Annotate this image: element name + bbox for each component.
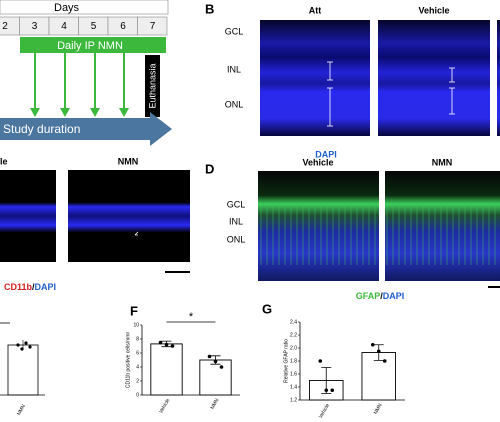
layer-label: GCL [227,199,246,209]
column-label: Vehicle [302,157,333,167]
data-point [324,388,329,393]
layer-brackets [327,61,455,127]
data-point [318,359,323,363]
layer-label: GCL [225,26,244,36]
y-tick-label: 0 [136,392,139,398]
injection-arrows [30,53,129,117]
days-header-cell [0,0,169,15]
arrow-marker [134,231,139,236]
y-tick-label: 2.0 [290,345,297,351]
cropped-chart: NMN [0,322,45,417]
bar [150,343,183,396]
y-tick-label: 1.2 [290,397,297,403]
data-point [382,359,387,363]
y-tick-label: 8 [136,336,139,342]
timeline: Days 2 3 4 5 6 7 Daily IP NMN Euthanasia Stud… [0,0,172,146]
y-axis-label: Relative GFAP ratio [283,339,289,383]
day-label: 2 [2,21,8,32]
x-tick-label: Vehicle [318,402,331,419]
y-tick-label: 2 [136,378,139,384]
stain-label: GFAP/DAPI [356,291,405,301]
charts: F CD11b positive cells/mm² 0 2 4 6 8 10 Vehicle N… [125,301,405,420]
y-tick-label: 1.8 [290,358,297,364]
y-tick-label: 6 [136,350,139,356]
panel-label: B [205,1,214,16]
data-point [170,344,175,348]
data-point [370,342,375,347]
data-point [219,365,224,369]
stain-label: DAPI [315,149,337,159]
endpoint-box [145,55,160,117]
day-row: 2 3 4 5 6 7 [0,16,168,36]
micrograph [260,20,370,136]
y-tick-label: 2.2 [290,332,297,338]
x-tick-label: NMN [373,402,384,415]
micrograph [378,20,490,136]
day-label: 6 [120,21,126,32]
day-label: 5 [91,21,97,32]
treatment-bar [20,37,166,53]
data-point [376,349,381,354]
column-label: NMN [118,156,139,166]
duration-label: Study duration [3,122,80,136]
day-cell [137,16,168,36]
data-point [207,354,212,359]
micrograph [68,170,190,262]
glial-fibers [385,205,500,265]
significance-label: * [189,311,194,323]
x-tick-label: NMN [209,397,220,410]
layer-label: ONL [227,234,246,244]
days-header: Days [54,2,80,14]
glial-fibers [258,205,379,265]
duration-arrow [0,112,172,146]
micrograph [0,170,56,262]
panel-label: G [262,301,272,316]
y-tick-label: 1.4 [290,384,297,390]
y-tick-label: 10 [133,322,139,328]
bar-chart: G Relative GFAP ratio 1.2 1.4 1.6 1.8 2.0 2.2 2.… [262,301,405,420]
column-label: Att [309,5,322,15]
layer-label: INL [229,216,243,226]
y-tick-label: 2.4 [290,319,297,325]
data-point [330,388,335,393]
endpoint-label: Euthanasia [147,63,157,108]
panel-label: D [205,161,214,176]
y-tick-label: 1.6 [290,371,297,377]
column-label: Vehicle [418,5,449,15]
day-label: 3 [32,21,38,32]
stain-label: CD11b/DAPI [4,282,56,292]
y-axis-label: CD11b positive cells/mm² [125,332,131,389]
bar [199,359,232,396]
x-tick-label: NMN [16,403,27,416]
treatment-label: Daily IP NMN [57,40,123,52]
layer-label: INL [227,64,241,74]
day-label: 7 [150,21,156,32]
data-point [164,342,169,347]
y-tick-label: 4 [136,364,139,370]
micrograph [497,20,500,136]
bar-chart: F CD11b positive cells/mm² 0 2 4 6 8 10 Vehicle N… [125,303,240,415]
column-label: le [0,156,8,166]
data-point [158,340,163,345]
panel-label: F [130,303,138,318]
data-point [213,359,218,364]
x-tick-label: Vehicle [158,397,171,414]
column-label: NMN [432,157,453,167]
layer-label: ONL [225,99,244,109]
day-label: 4 [61,21,67,32]
